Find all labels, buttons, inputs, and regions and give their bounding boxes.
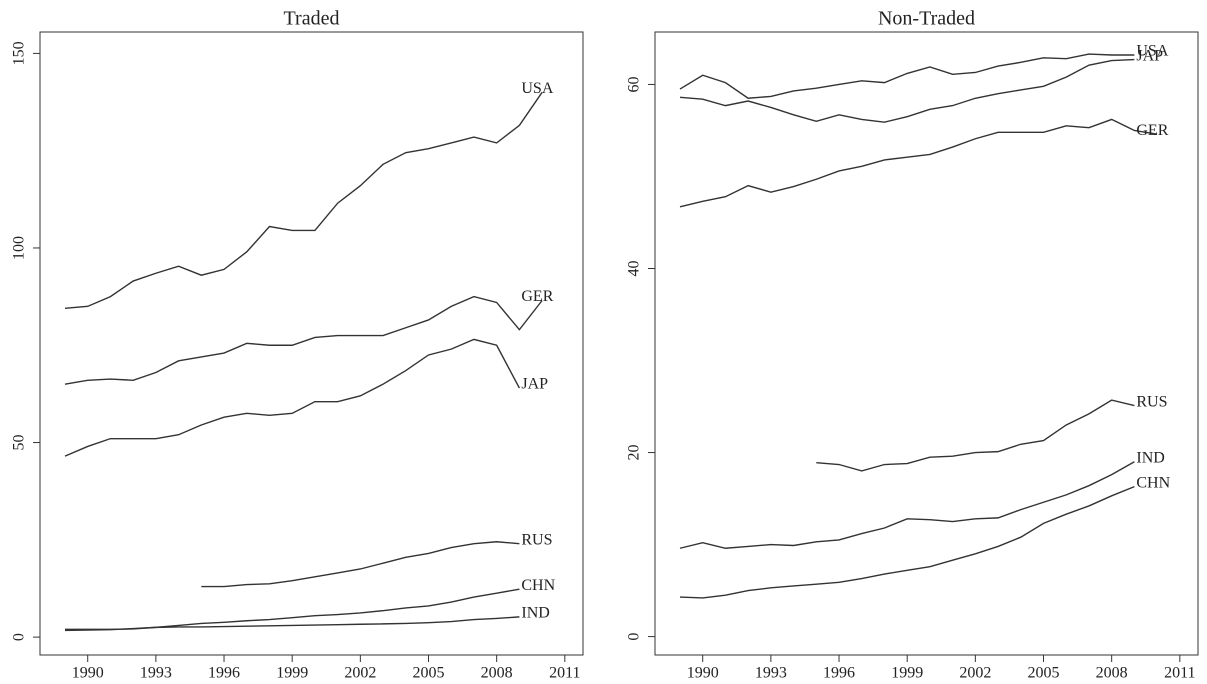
series-line (64, 338, 521, 457)
series-label: RUS (521, 531, 552, 548)
series-label: USA (1136, 43, 1168, 60)
series-label: GER (521, 288, 553, 305)
y-tick-label: 50 (11, 435, 28, 451)
chart-title: Traded (284, 8, 340, 30)
x-tick-label: 1993 (755, 665, 787, 682)
x-tick-label: 1990 (687, 665, 719, 682)
x-tick-label: 2011 (549, 665, 580, 682)
series-label: JAP (1136, 47, 1163, 64)
chart-title: Non-Traded (878, 8, 975, 30)
series-line (816, 399, 1135, 472)
series-line (64, 91, 543, 309)
x-tick-label: 1993 (140, 665, 172, 682)
x-tick-label: 2005 (1028, 665, 1060, 682)
y-tick-label: 0 (626, 633, 643, 641)
series-label: JAP (521, 376, 548, 393)
x-tick-label: 1990 (72, 665, 104, 682)
series-label: RUS (1136, 393, 1167, 410)
series-line (679, 485, 1135, 599)
y-tick-label: 40 (626, 261, 643, 277)
y-tick-label: 60 (626, 76, 643, 92)
x-tick-label: 2011 (1164, 665, 1195, 682)
x-tick-label: 1996 (208, 665, 240, 682)
plot-frame (654, 31, 1199, 656)
x-tick-label: 1999 (276, 665, 308, 682)
x-tick-label: 2008 (1096, 665, 1128, 682)
series-line (64, 588, 520, 631)
series-line (679, 118, 1158, 208)
series-line (679, 53, 1135, 99)
series-line (679, 461, 1135, 549)
series-label: GER (1136, 122, 1168, 139)
series-label: CHN (521, 577, 555, 594)
x-tick-label: 2002 (344, 665, 376, 682)
x-tick-label: 2002 (959, 665, 991, 682)
series-line (201, 541, 520, 588)
x-tick-label: 2005 (413, 665, 445, 682)
y-tick-label: 150 (11, 41, 28, 65)
series-line (64, 295, 543, 385)
plot-frame (39, 31, 584, 656)
series-label: IND (521, 605, 549, 622)
y-tick-label: 100 (11, 236, 28, 260)
x-tick-label: 1996 (823, 665, 855, 682)
x-tick-label: 1999 (891, 665, 923, 682)
x-tick-label: 2008 (481, 665, 513, 682)
y-tick-label: 20 (626, 445, 643, 461)
series-line (679, 58, 1135, 123)
series-label: IND (1136, 449, 1164, 466)
series-line (64, 616, 520, 632)
y-tick-label: 0 (11, 633, 28, 641)
series-label: USA (521, 80, 553, 97)
series-label: CHN (1136, 474, 1170, 491)
